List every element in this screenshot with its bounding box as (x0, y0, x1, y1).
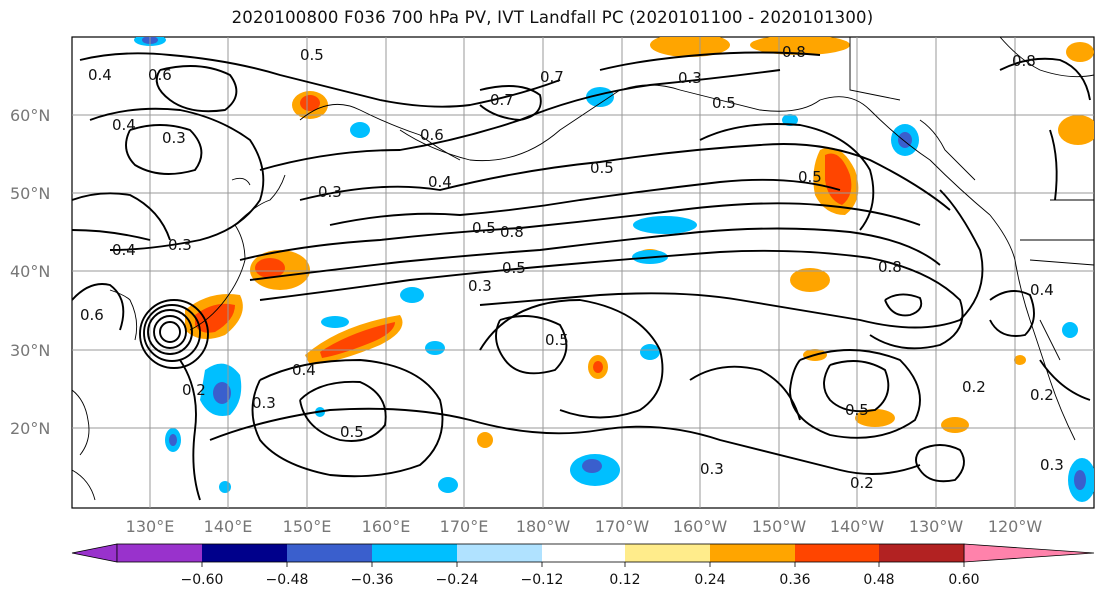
colorbar-segment (117, 544, 202, 562)
latitude-labels: 60°N 50°N 40°N 30°N 20°N (10, 106, 50, 438)
lon-label: 160°E (362, 517, 411, 536)
colorbar-tick-label: −0.48 (266, 572, 309, 588)
lat-label: 30°N (10, 341, 50, 360)
colorbar-segment (879, 544, 964, 562)
contour-label: 0.4 (292, 361, 316, 379)
contour-label: 0.3 (700, 460, 724, 478)
colorbar-outline (116, 543, 965, 563)
lon-label: 160°W (673, 517, 728, 536)
colorbar-segment (372, 544, 457, 562)
colorbar-segment (710, 544, 795, 562)
ivt-shading (134, 37, 1094, 502)
colorbar-tick-label: 0.48 (863, 572, 894, 588)
colorbar: −0.60 −0.48 −0.36 −0.24 −0.12 0.12 0.24 … (71, 543, 1095, 588)
contour-label: 0.3 (1040, 456, 1064, 474)
contour-label: 0.5 (845, 401, 869, 419)
contour-label: 0.2 (962, 378, 986, 396)
contour-label: 0.5 (590, 159, 614, 177)
contour-label: 0.3 (468, 277, 492, 295)
lon-label: 130°E (126, 517, 175, 536)
colorbar-tick-label: −0.60 (181, 572, 224, 588)
contour-label: 0.4 (88, 66, 112, 84)
contour-label: 0.2 (850, 474, 874, 492)
coastlines (72, 37, 1094, 501)
contour-label: 0.6 (420, 126, 444, 144)
contour-label: 0.8 (782, 43, 806, 61)
contour-label: 0.7 (490, 91, 514, 109)
lon-label: 140°W (830, 517, 885, 536)
colorbar-tick-label: 0.36 (779, 572, 810, 588)
colorbar-tick-label: 0.12 (609, 572, 640, 588)
contour-label: 0.2 (182, 381, 206, 399)
contour-label: 0.5 (300, 46, 324, 64)
lon-label: 130°W (909, 517, 964, 536)
colorbar-extend-low (71, 543, 118, 563)
pv-contours (72, 51, 1091, 501)
colorbar-tick-label: −0.12 (521, 572, 564, 588)
contour-label: 0.5 (545, 331, 569, 349)
lon-label: 150°E (283, 517, 332, 536)
contour-label: 0.8 (1012, 52, 1036, 70)
map-title: 2020100800 F036 700 hPa PV, IVT Landfall… (231, 8, 874, 27)
contour-label: 0.6 (80, 306, 104, 324)
contour-label: 0.6 (148, 66, 172, 84)
contour-label: 0.5 (502, 259, 526, 277)
contour-label: 0.4 (112, 241, 136, 259)
colorbar-tick-label: 0.24 (694, 572, 725, 588)
contour-label: 0.3 (252, 394, 276, 412)
contour-labels: 0.5 0.4 0.6 0.7 0.3 0.8 0.5 0.4 0.3 0.6 … (80, 43, 1064, 492)
contour-label: 0.3 (678, 69, 702, 87)
contour-label: 0.2 (1030, 386, 1054, 404)
longitude-labels: 130°E 140°E 150°E 160°E 170°E 180°W 170°… (126, 517, 1043, 536)
contour-label: 0.7 (540, 68, 564, 86)
contour-label: 0.8 (878, 258, 902, 276)
lon-label: 170°E (440, 517, 489, 536)
contour-label: 0.5 (472, 219, 496, 237)
contour-label: 0.4 (428, 173, 452, 191)
colorbar-extend-high (963, 543, 1095, 563)
colorbar-tick-label: 0.60 (948, 572, 979, 588)
colorbar-tick-label: −0.36 (351, 572, 394, 588)
lat-label: 40°N (10, 262, 50, 281)
colorbar-segment (795, 544, 879, 562)
contour-label: 0.3 (168, 236, 192, 254)
lon-label: 150°W (752, 517, 807, 536)
contour-label: 0.5 (340, 423, 364, 441)
contour-label: 0.5 (798, 168, 822, 186)
lon-label: 180°W (516, 517, 571, 536)
contour-label: 0.3 (318, 183, 342, 201)
colorbar-segment (625, 544, 710, 562)
colorbar-segment (542, 544, 625, 562)
lat-label: 20°N (10, 419, 50, 438)
lon-label: 170°W (595, 517, 650, 536)
lat-label: 60°N (10, 106, 50, 125)
contour-label: 0.3 (162, 129, 186, 147)
contour-label: 0.4 (1030, 281, 1054, 299)
contour-label: 0.5 (712, 94, 736, 112)
contour-label: 0.4 (112, 116, 136, 134)
lon-label: 140°E (204, 517, 253, 536)
lat-label: 50°N (10, 184, 50, 203)
lon-label: 120°W (988, 517, 1043, 536)
colorbar-segment (202, 544, 287, 562)
map-frame (71, 36, 1095, 509)
contour-label: 0.8 (500, 223, 524, 241)
colorbar-segment (287, 544, 372, 562)
colorbar-segment (457, 544, 542, 562)
colorbar-tick-label: −0.24 (436, 572, 479, 588)
